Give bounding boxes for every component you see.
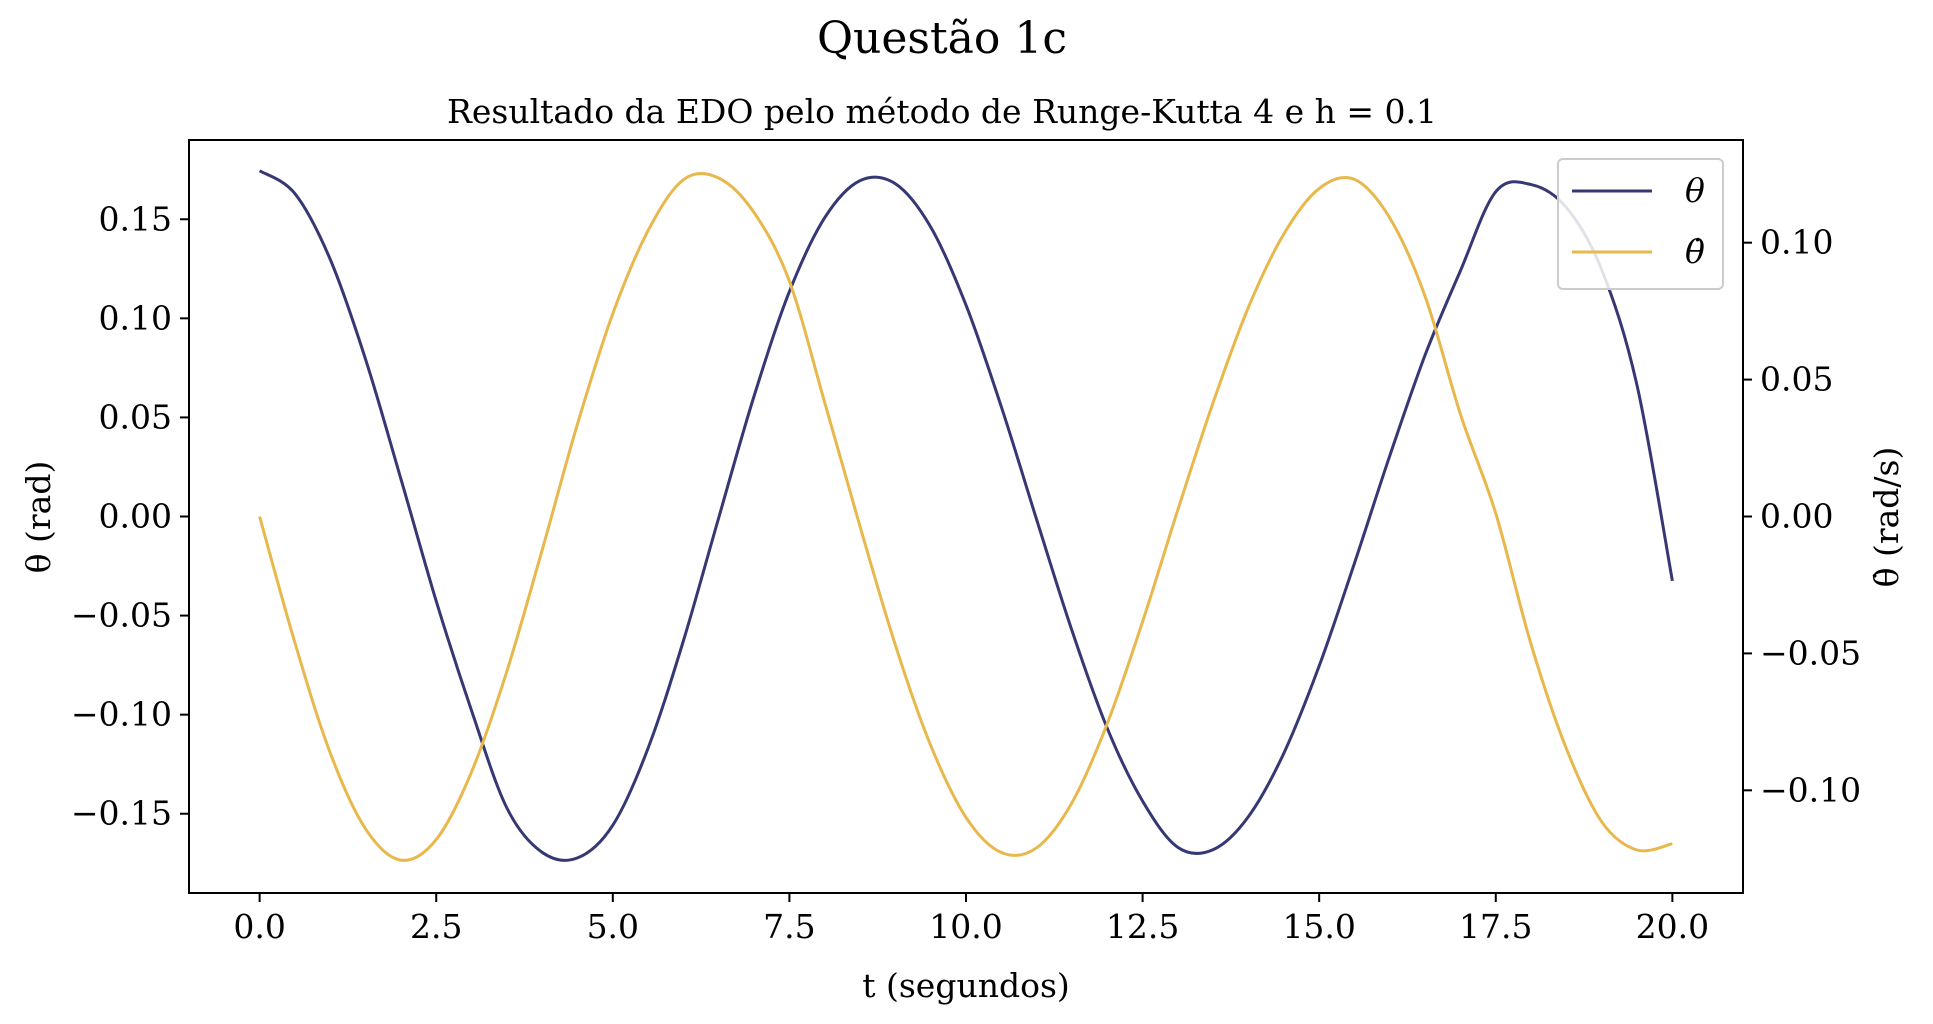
x-tick-label: 0.0: [233, 907, 285, 946]
series-line-theta-dot: [258, 172, 1673, 862]
x-tick-label: 15.0: [1282, 907, 1355, 946]
chart-title: Questão 1c: [817, 13, 1067, 64]
series-line-theta: [258, 169, 1674, 862]
y-left-tick-label: 0.15: [99, 199, 172, 238]
y-right-tick-label: 0.05: [1760, 360, 1833, 399]
x-tick-label: 12.5: [1106, 907, 1179, 946]
x-tick-label: 2.5: [410, 907, 462, 946]
legend-label-theta-dot: θ̇: [1685, 232, 1705, 271]
y-left-tick-label: −0.15: [71, 794, 172, 833]
y-left-tick-label: −0.10: [71, 695, 172, 734]
y-left-tick-label: −0.05: [71, 596, 172, 635]
y-right-tick-label: 0.10: [1760, 223, 1833, 262]
x-tick-label: 7.5: [763, 907, 815, 946]
y-right-tick-label: −0.05: [1760, 633, 1861, 672]
y-left-tick-label: 0.05: [99, 397, 172, 436]
x-tick-label: 20.0: [1636, 907, 1709, 946]
legend-label-theta: θ: [1685, 171, 1705, 210]
y-right-tick-label: −0.10: [1760, 770, 1861, 809]
x-tick-label: 10.0: [929, 907, 1002, 946]
series-layer: [258, 169, 1674, 862]
y-right-tick-label: 0.00: [1760, 497, 1833, 536]
y-left-tick-label: 0.00: [99, 497, 172, 536]
x-tick-label: 17.5: [1459, 907, 1532, 946]
plot-frame: [188, 139, 1744, 894]
chart-subtitle: Resultado da EDO pelo método de Runge-Ku…: [447, 92, 1437, 131]
ticks-layer: 0.0 2.5 5.0 7.5 10.0 12.5 15.0 17.5 20.0 0.15 0.10…: [71, 199, 1861, 946]
y-left-tick-label: 0.10: [99, 298, 172, 337]
x-axis-label: t (segundos): [862, 966, 1070, 1005]
legend: θ θ̇: [1557, 158, 1724, 290]
y-axis-right-label: θ̇ (rad/s): [1867, 447, 1906, 588]
y-axis-left-label: θ (rad): [19, 461, 58, 574]
x-tick-label: 5.0: [587, 907, 639, 946]
